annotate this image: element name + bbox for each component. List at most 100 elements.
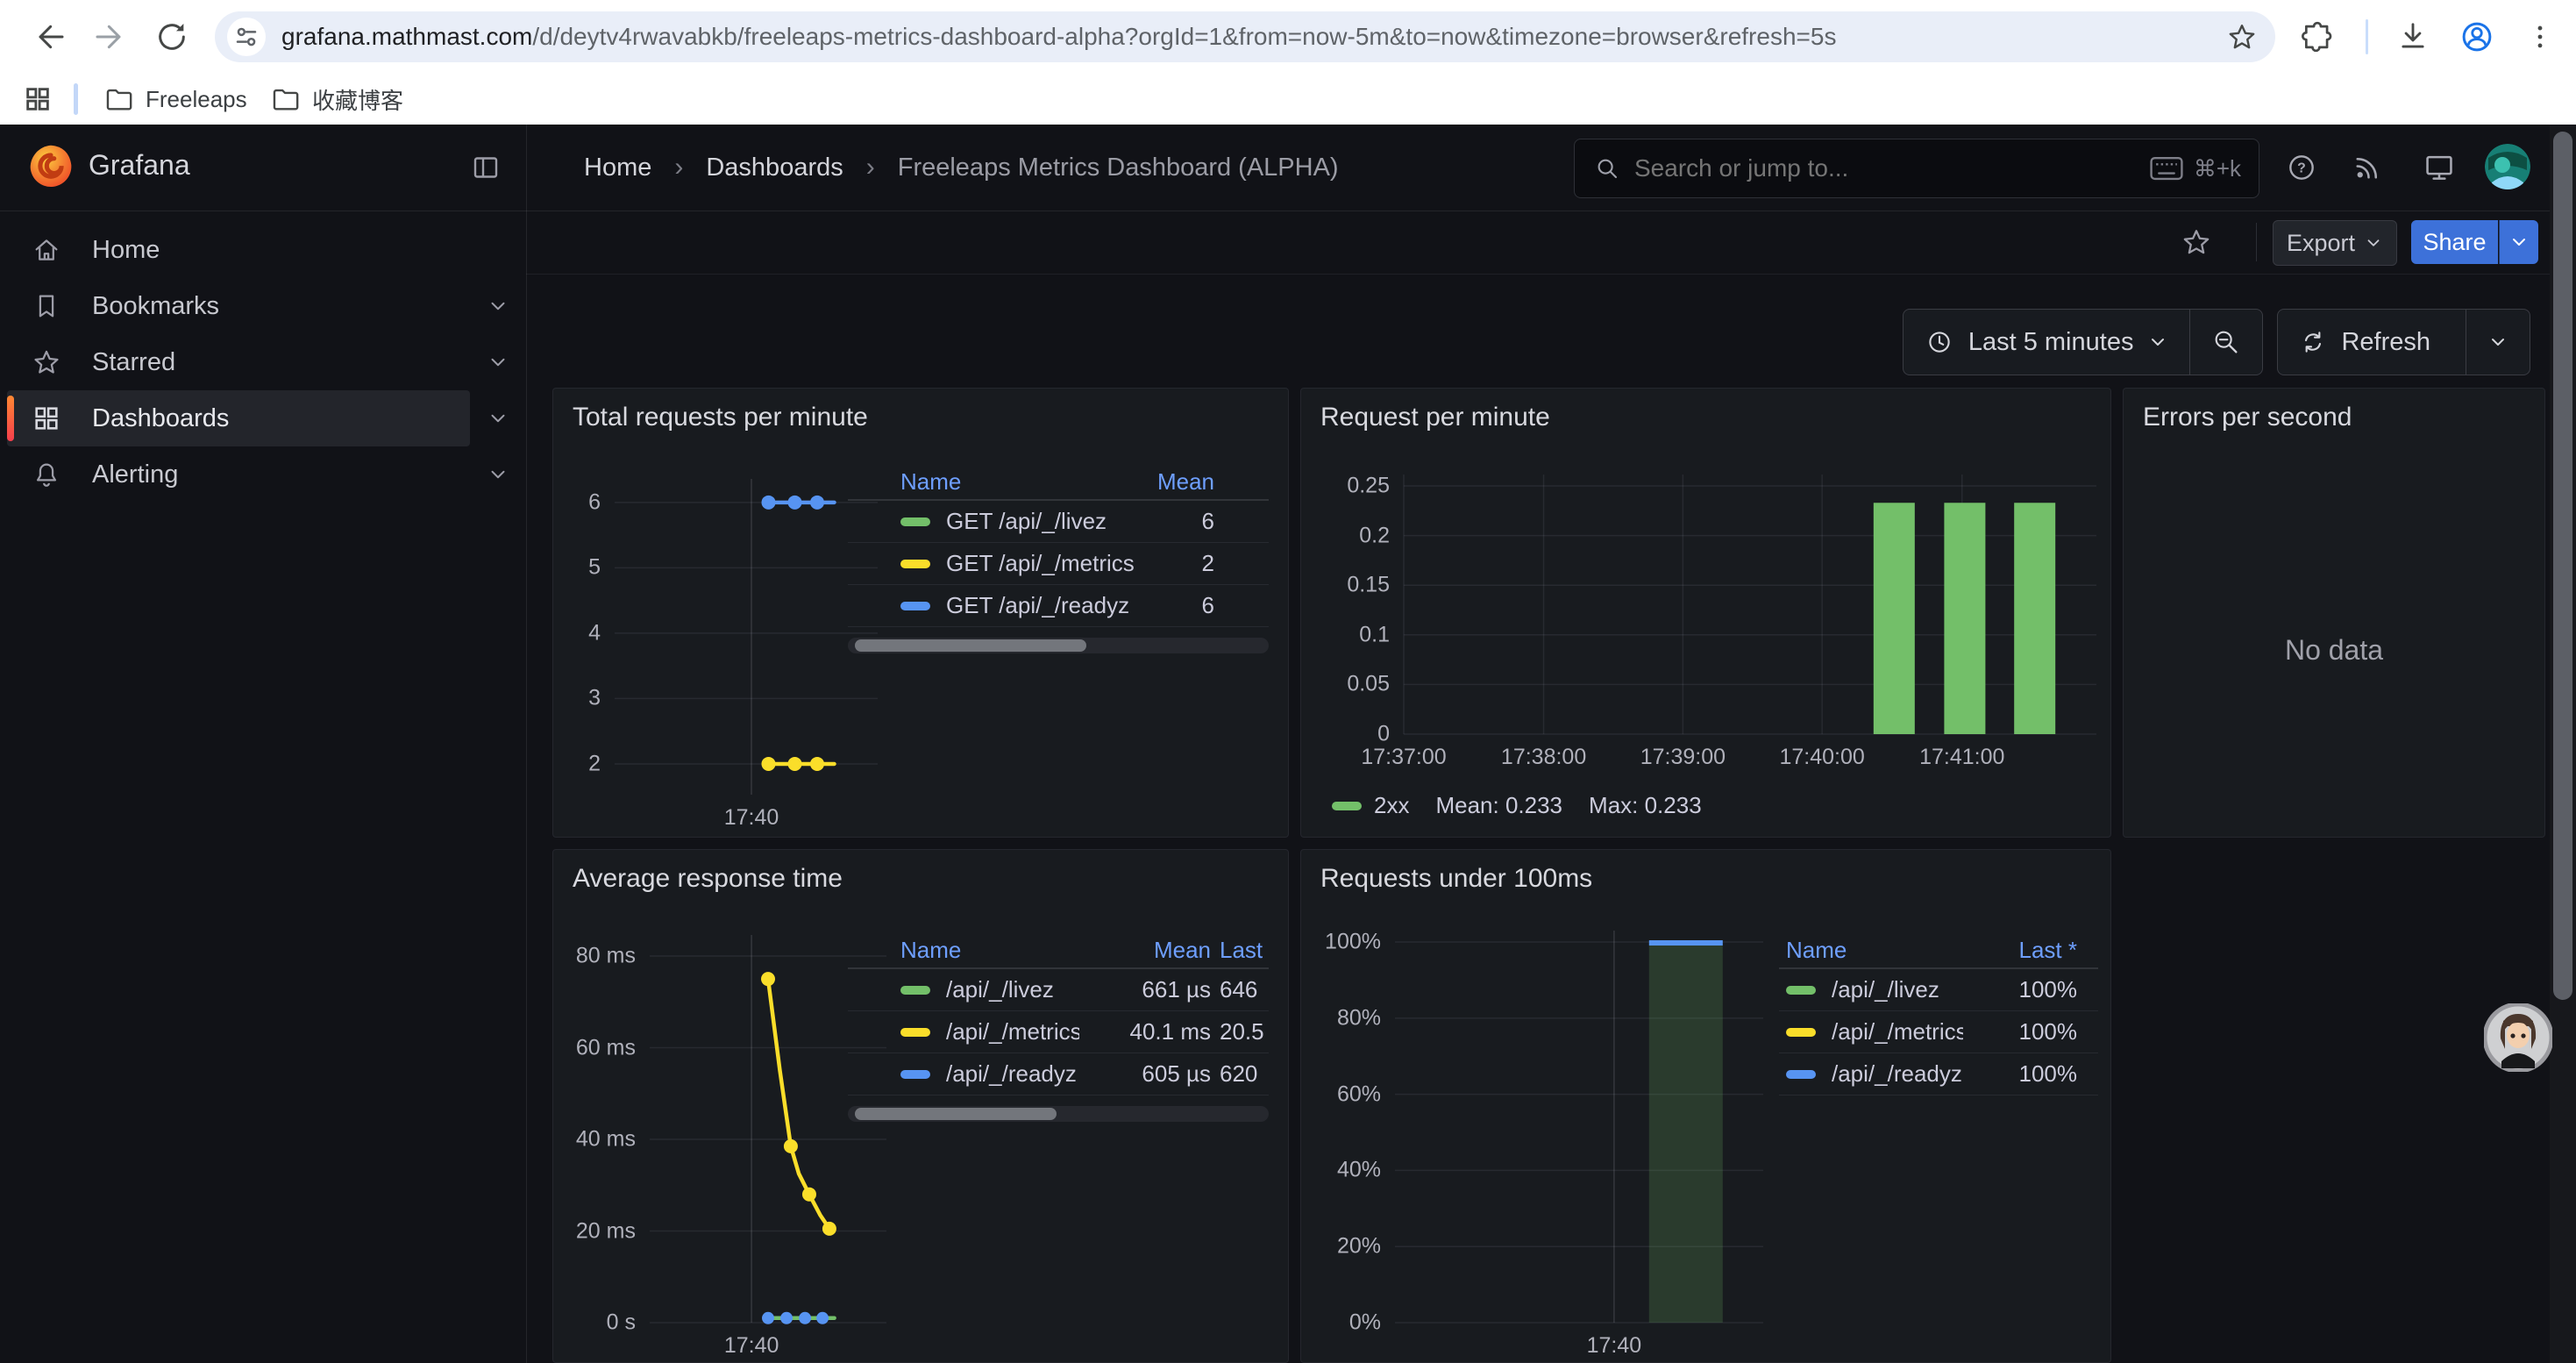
legend-scrollbar[interactable]	[848, 1106, 1269, 1122]
scrollbar-thumb[interactable]	[2553, 132, 2572, 1000]
series-mean: Mean: 0.233	[1435, 792, 1562, 819]
panel-title[interactable]: Request per minute	[1320, 403, 1550, 432]
bar-chart[interactable]: 100%80%60%40%20%0%17:40	[1395, 931, 1763, 1323]
series-name: /api/_/metrics	[946, 1018, 1079, 1045]
sidebar-row-starred: Starred	[7, 334, 519, 390]
bar-chart[interactable]: 0.250.20.150.10.05017:37:0017:38:0017:39…	[1404, 475, 2096, 734]
page-scrollbar[interactable]	[2550, 125, 2576, 1363]
bookmark-folder-freeleaps[interactable]: Freeleaps	[88, 78, 263, 120]
profile-button[interactable]	[2452, 12, 2501, 61]
grafana-logo[interactable]	[26, 142, 75, 193]
col-header-mean[interactable]: Mean	[1079, 937, 1211, 964]
panel-title[interactable]: Total requests per minute	[573, 403, 868, 432]
expand-chevron-button[interactable]	[477, 278, 519, 334]
share-menu-button[interactable]	[2499, 220, 2538, 264]
y-axis-tick: 20%	[1337, 1234, 1381, 1260]
series-name: /api/_/metrics	[1832, 1018, 1963, 1045]
expand-chevron-button[interactable]	[477, 390, 519, 446]
share-button[interactable]: Share	[2411, 220, 2498, 264]
kiosk-mode-button[interactable]	[2415, 143, 2464, 192]
scrollbar-thumb[interactable]	[855, 639, 1086, 652]
sidebar-collapse-button[interactable]	[466, 148, 505, 187]
x-axis-tick: 17:39:00	[1640, 745, 1726, 770]
y-axis-tick: 40 ms	[576, 1127, 636, 1152]
panel-title[interactable]: Requests under 100ms	[1320, 864, 1592, 894]
time-series-chart[interactable]: 6543217:40	[615, 479, 878, 795]
url-text[interactable]: grafana.mathmast.com/d/deytv4rwavabkb/fr…	[281, 23, 2226, 51]
panel-title[interactable]: Average response time	[573, 864, 843, 894]
search-bar[interactable]: ⌘+k	[1574, 139, 2259, 198]
export-button[interactable]: Export	[2273, 220, 2397, 266]
panel-legend: 2xx Mean: 0.233 Max: 0.233	[1332, 792, 1728, 819]
col-header-name[interactable]: Name	[1786, 937, 1963, 964]
breadcrumb-dashboards[interactable]: Dashboards	[706, 153, 843, 182]
news-button[interactable]	[2343, 143, 2392, 192]
scrollbar-thumb[interactable]	[855, 1108, 1057, 1120]
help-button[interactable]: ?	[2277, 143, 2326, 192]
legend-row[interactable]: /api/_/metrics 40.1 ms 20.5 ms	[848, 1011, 1269, 1053]
col-header-name[interactable]: Name	[900, 937, 1079, 964]
refresh-group: Refresh	[2277, 309, 2530, 375]
time-range-group: Last 5 minutes	[1903, 309, 2264, 375]
share-label: Share	[2423, 229, 2486, 256]
refresh-button[interactable]: Refresh	[2278, 310, 2466, 375]
url-bar[interactable]: grafana.mathmast.com/d/deytv4rwavabkb/fr…	[215, 11, 2275, 62]
series-name: GET /api/_/livez	[946, 508, 1135, 535]
assistant-avatar-button[interactable]	[2484, 1003, 2552, 1072]
legend-row[interactable]: /api/_/livez 661 µs 646	[848, 969, 1269, 1011]
dashboard-canvas: Last 5 minutes Refresh	[526, 274, 2550, 1363]
col-header-mean[interactable]: Mean	[1135, 468, 1269, 496]
back-button[interactable]	[25, 12, 74, 61]
series-name: GET /api/_/metrics	[946, 550, 1135, 577]
y-axis-tick: 0.25	[1347, 474, 1390, 499]
user-avatar[interactable]	[2485, 144, 2530, 189]
series-name: /api/_/livez	[1832, 976, 1963, 1003]
legend-row[interactable]: /api/_/livez 100%	[1779, 969, 2098, 1011]
sidebar-item-dashboards[interactable]: Dashboards	[7, 390, 470, 446]
y-axis-tick: 6	[588, 489, 601, 515]
chevron-down-icon	[487, 295, 509, 318]
legend-row[interactable]: /api/_/metrics 100%	[1779, 1011, 2098, 1053]
panel-title[interactable]: Errors per second	[2143, 403, 2352, 432]
bookmark-star-button[interactable]	[2226, 21, 2258, 53]
zoom-out-button[interactable]	[2189, 310, 2262, 375]
reload-button[interactable]	[147, 12, 196, 61]
sidebar-header: Grafana	[0, 125, 526, 211]
sidebar-item-bookmarks[interactable]: Bookmarks	[7, 278, 470, 334]
expand-chevron-button[interactable]	[477, 446, 519, 503]
apps-grid-button[interactable]	[19, 81, 56, 118]
legend-row[interactable]: GET /api/_/livez 6	[848, 501, 1269, 543]
extensions-button[interactable]	[2293, 12, 2342, 61]
downloads-button[interactable]	[2388, 12, 2437, 61]
browser-menu-button[interactable]	[2516, 12, 2565, 61]
legend-scrollbar[interactable]	[848, 638, 1269, 653]
series-name[interactable]: 2xx	[1374, 792, 1409, 819]
breadcrumb-home[interactable]: Home	[584, 153, 651, 182]
col-header-last[interactable]: Last *	[1963, 937, 2098, 964]
expand-chevron-button[interactable]	[477, 334, 519, 390]
export-label: Export	[2287, 230, 2355, 257]
refresh-interval-button[interactable]	[2466, 310, 2530, 375]
col-header-name[interactable]: Name	[900, 468, 1135, 496]
legend-row[interactable]: /api/_/readyz 100%	[1779, 1053, 2098, 1095]
sidebar-item-alerting[interactable]: Alerting	[7, 446, 470, 503]
breadcrumb: Home › Dashboards › Freeleaps Metrics Da…	[584, 125, 1339, 211]
legend-row[interactable]: GET /api/_/metrics 2	[848, 543, 1269, 585]
sidebar-item-starred[interactable]: Starred	[7, 334, 470, 390]
series-last: 100%	[1963, 1018, 2098, 1045]
legend-row[interactable]: /api/_/readyz 605 µs 620	[848, 1053, 1269, 1095]
search-input[interactable]	[1633, 153, 2150, 183]
y-axis-tick: 0.1	[1359, 622, 1390, 647]
site-settings-button[interactable]	[227, 18, 266, 56]
home-icon	[32, 235, 61, 265]
time-range-button[interactable]: Last 5 minutes	[1904, 310, 2190, 375]
sidebar-item-label: Alerting	[92, 460, 178, 489]
col-header-last[interactable]: Last *	[1211, 937, 1269, 964]
bookmark-folder-blogs[interactable]: 收藏博客	[254, 78, 419, 120]
forward-button[interactable]	[86, 12, 135, 61]
panel-errors-per-second: Errors per second No data	[2123, 388, 2545, 838]
favorite-d​ashboard-button[interactable]	[2179, 225, 2214, 260]
series-last: 620	[1211, 1060, 1269, 1088]
sidebar-item-home[interactable]: Home	[7, 222, 512, 278]
legend-row[interactable]: GET /api/_/readyz 6	[848, 585, 1269, 627]
